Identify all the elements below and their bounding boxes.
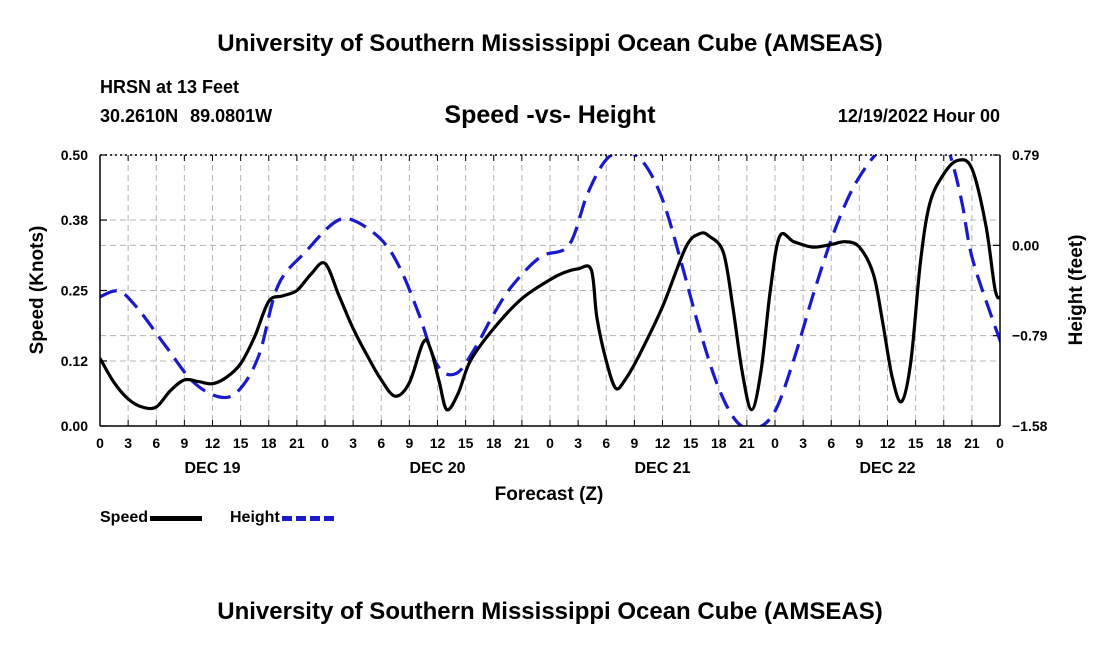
page-title: University of Southern Mississippi Ocean… — [217, 30, 883, 57]
x-tick-label: 9 — [405, 435, 413, 451]
x-tick-label: 3 — [124, 435, 132, 451]
x-day-label: DEC 21 — [634, 460, 690, 477]
x-tick-label: 15 — [908, 435, 924, 451]
y-axis-left-title: Speed (Knots) — [27, 226, 48, 355]
x-tick-label: 9 — [855, 435, 863, 451]
x-tick-label: 21 — [289, 435, 305, 451]
station-label: HRSN at 13 Feet — [100, 77, 240, 97]
x-tick-label: 6 — [602, 435, 610, 451]
x-tick-label: 12 — [880, 435, 896, 451]
longitude: 89.0801W — [190, 106, 273, 126]
x-tick-label: 21 — [514, 435, 530, 451]
x-axis-title: Forecast (Z) — [495, 484, 604, 505]
x-tick-label: 3 — [799, 435, 807, 451]
x-tick-label: 3 — [574, 435, 582, 451]
x-tick-label: 15 — [683, 435, 699, 451]
y-left-tick-label: 0.38 — [61, 212, 88, 228]
y-left-tick-label: 0.25 — [61, 283, 88, 299]
y-right-tick-label: 0.00 — [1012, 237, 1039, 253]
x-day-label: DEC 20 — [409, 460, 465, 477]
y-right-tick-label: −1.58 — [1012, 418, 1048, 434]
y-right-tick-label: −0.79 — [1012, 328, 1048, 344]
y-axis-right-title: Height (feet) — [1066, 235, 1087, 346]
x-tick-label: 0 — [321, 435, 329, 451]
x-tick-label: 21 — [739, 435, 755, 451]
x-tick-label: 18 — [936, 435, 952, 451]
page-title-repeat: University of Southern Mississippi Ocean… — [217, 598, 883, 625]
x-tick-label: 0 — [546, 435, 554, 451]
x-tick-label: 6 — [827, 435, 835, 451]
legend-height-swatch — [281, 515, 334, 521]
height-series-line — [100, 155, 1000, 426]
x-day-label: DEC 19 — [184, 460, 240, 477]
x-tick-label: 0 — [96, 435, 104, 451]
x-tick-label: 18 — [711, 435, 727, 451]
x-tick-label: 0 — [771, 435, 779, 451]
x-tick-label: 18 — [486, 435, 502, 451]
x-tick-label: 15 — [458, 435, 474, 451]
x-tick-label: 18 — [261, 435, 277, 451]
x-day-label: DEC 22 — [859, 460, 915, 477]
x-tick-label: 12 — [430, 435, 446, 451]
x-tick-label: 9 — [630, 435, 638, 451]
legend-height: Height — [230, 509, 334, 527]
x-tick-label: 3 — [349, 435, 357, 451]
latitude: 30.2610N — [100, 106, 179, 126]
x-tick-label: 6 — [377, 435, 385, 451]
x-tick-label: 12 — [205, 435, 221, 451]
x-tick-label: 9 — [180, 435, 188, 451]
legend-height-label: Height — [230, 509, 280, 526]
legend-speed-swatch — [150, 515, 203, 521]
speed-series-line — [100, 158, 1000, 412]
forecast-date-hour: 12/19/2022 Hour 00 — [837, 106, 1000, 126]
series-group — [100, 155, 1000, 426]
y-left-tick-label: 0.00 — [61, 418, 88, 434]
x-tick-label: 15 — [233, 435, 249, 451]
x-tick-label: 0 — [996, 435, 1004, 451]
legend-speed: Speed — [100, 509, 203, 527]
ticks: 0 3 6 9 12 15 18 21 0 3 6 9 12 15 18 21 0 3 6 9 12 15 18 21 0 3 6 9… — [61, 147, 1048, 477]
x-tick-label: 6 — [152, 435, 160, 451]
y-left-tick-label: 0.50 — [61, 147, 88, 163]
x-tick-label: 12 — [655, 435, 671, 451]
y-left-tick-label: 0.12 — [61, 353, 88, 369]
y-right-tick-label: 0.79 — [1012, 147, 1039, 163]
coordinates: 30.2610N 89.0801W — [100, 106, 272, 127]
x-tick-label: 21 — [964, 435, 980, 451]
chart-title: Speed -vs- Height — [444, 101, 656, 129]
legend-speed-label: Speed — [100, 509, 149, 526]
axis-labels: Forecast (Z) Speed (Knots) Height (feet) — [27, 226, 1087, 505]
